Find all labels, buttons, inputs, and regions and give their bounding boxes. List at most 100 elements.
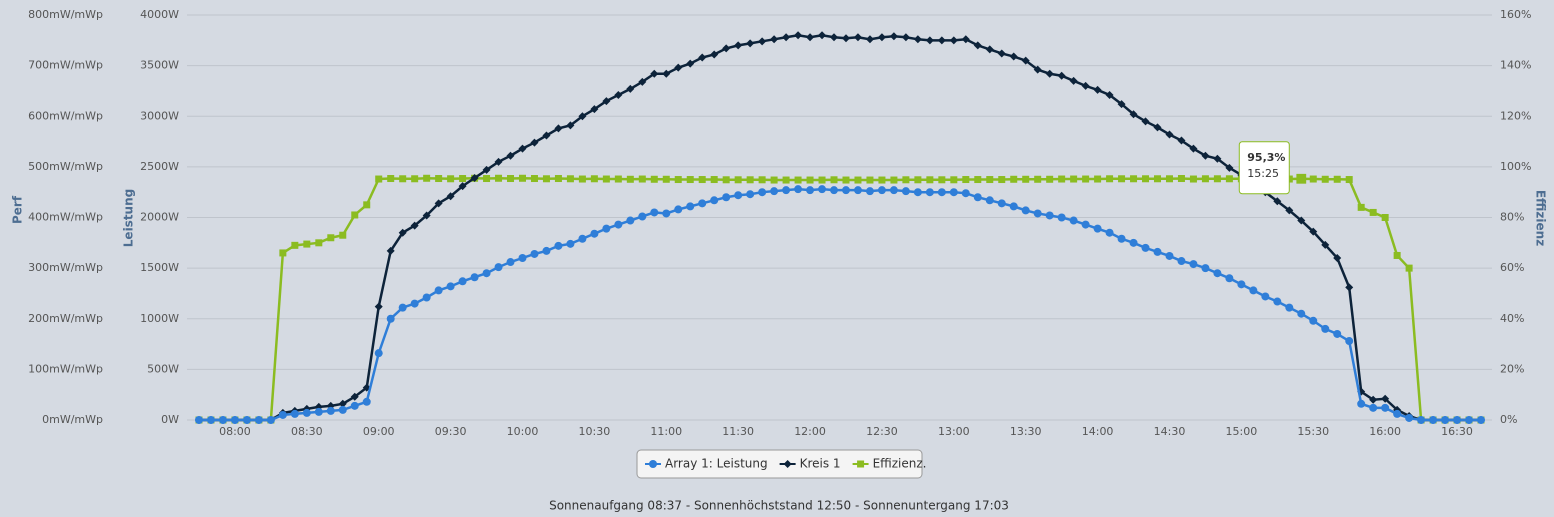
point (1165, 175, 1173, 183)
point (1321, 175, 1329, 183)
point (495, 174, 503, 182)
point (1045, 69, 1054, 78)
legend-label[interactable]: Kreis 1 (800, 457, 841, 471)
legend-label[interactable]: Array 1: Leistung (665, 457, 768, 471)
point (458, 277, 467, 286)
y3-tick-label: 300mW/mWp (28, 261, 103, 274)
point (722, 193, 731, 202)
x-tick-label: 15:00 (1226, 425, 1258, 438)
point (1333, 254, 1342, 262)
legend-symbol (649, 460, 657, 468)
point (1345, 283, 1354, 292)
legend-box (636, 449, 923, 479)
point (806, 33, 815, 42)
point (1034, 175, 1042, 183)
point (638, 212, 647, 221)
point (925, 188, 934, 197)
point (530, 175, 538, 183)
point (1381, 214, 1389, 221)
point (710, 176, 718, 184)
point (710, 50, 719, 59)
point (949, 36, 958, 45)
point (674, 176, 682, 184)
point (1321, 240, 1330, 249)
point (1381, 394, 1390, 403)
point (518, 254, 527, 262)
point (985, 196, 994, 205)
point (399, 175, 407, 183)
point (602, 97, 611, 106)
point (1381, 403, 1390, 412)
y-axis-title: Leistung (122, 189, 136, 247)
point (782, 176, 790, 184)
point (842, 176, 850, 184)
point (1177, 136, 1186, 145)
point (1189, 260, 1198, 269)
point (578, 234, 587, 243)
point (962, 176, 970, 184)
point (950, 176, 958, 184)
point (889, 32, 898, 41)
y-tick-label: 3500W (140, 59, 179, 72)
point (853, 186, 862, 195)
point (1189, 175, 1197, 183)
point (890, 176, 898, 184)
point (386, 246, 395, 255)
point (1393, 409, 1402, 418)
point (806, 176, 814, 184)
point (734, 176, 742, 184)
y-tick-label: 0W (161, 413, 179, 426)
point (626, 175, 634, 183)
point (1142, 175, 1150, 183)
point (434, 286, 443, 295)
point (195, 416, 203, 424)
point (1225, 274, 1234, 283)
point (494, 157, 503, 166)
y3-tick-label: 600mW/mWp (28, 109, 103, 122)
point (758, 188, 767, 197)
point (1165, 130, 1174, 139)
point (961, 189, 970, 198)
point (1405, 413, 1414, 422)
point (446, 282, 455, 291)
point (518, 144, 527, 153)
point (230, 416, 239, 424)
x-tick-label: 16:00 (1369, 425, 1401, 438)
point (386, 314, 395, 323)
point (1009, 52, 1018, 61)
point (902, 176, 910, 184)
point (374, 302, 383, 311)
x-tick-label: 14:30 (1154, 425, 1186, 438)
point (770, 187, 779, 196)
point (949, 188, 958, 197)
point (997, 49, 1006, 58)
point (1225, 163, 1234, 172)
point (722, 176, 730, 184)
point (961, 35, 970, 44)
point (410, 221, 419, 230)
point (662, 209, 671, 218)
y3-tick-label: 200mW/mWp (28, 312, 103, 325)
point (853, 33, 862, 42)
point (1393, 251, 1401, 259)
point (1225, 175, 1233, 183)
point (1429, 416, 1438, 424)
point (1273, 297, 1282, 306)
y2-tick-label: 20% (1500, 362, 1524, 375)
y3-tick-label: 800mW/mWp (28, 8, 103, 21)
point (1237, 280, 1246, 289)
point (1357, 203, 1365, 211)
point (590, 229, 599, 238)
point (410, 299, 419, 308)
x-tick-label: 11:30 (722, 425, 754, 438)
legend-label[interactable]: Effizienz. (873, 457, 927, 471)
point (1189, 144, 1198, 153)
tooltip-value: 95,3% (1247, 151, 1285, 164)
point (1118, 175, 1126, 183)
point (614, 220, 623, 229)
point (363, 201, 371, 209)
point (458, 182, 467, 191)
point (398, 228, 407, 237)
point (1081, 81, 1090, 90)
point (830, 186, 839, 195)
